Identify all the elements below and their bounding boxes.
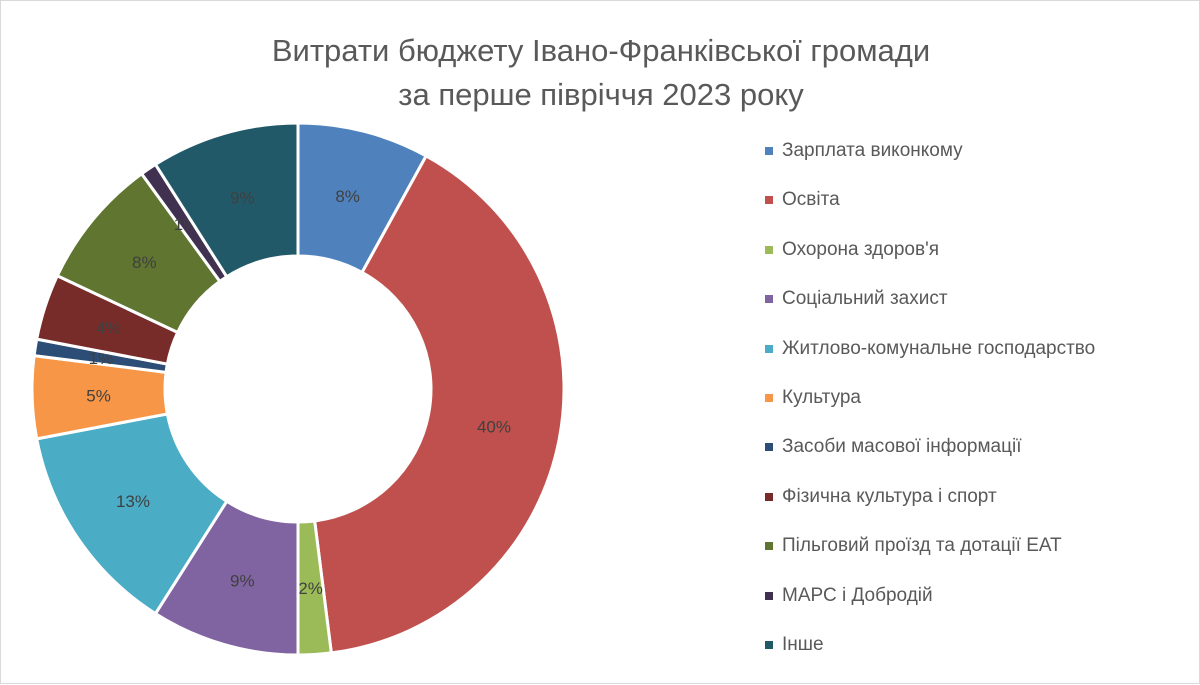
legend-label: Соціальний захист	[782, 288, 948, 310]
slice-data-label: 40%	[477, 417, 511, 436]
slice-data-label: 9%	[230, 188, 255, 207]
legend-item: Освіта	[765, 182, 840, 218]
legend-label: МАРС і Добродій	[782, 584, 933, 606]
legend-item: Засоби масової інформації	[765, 429, 1022, 465]
legend-swatch	[765, 443, 773, 452]
legend-label: Житлово-комунальне господарство	[782, 337, 1096, 359]
slice-data-label: 8%	[335, 187, 360, 206]
legend-item: Зарплата виконкому	[765, 133, 963, 169]
legend-label: Засоби масової інформації	[782, 436, 1022, 458]
chart-title-line-2: за перше півріччя 2023 року	[398, 77, 804, 112]
legend-swatch	[765, 641, 773, 649]
legend-swatch	[765, 394, 773, 402]
legend-item: Фізична культура і спорт	[765, 479, 997, 515]
legend-label: Освіта	[782, 189, 840, 211]
legend-swatch	[765, 295, 773, 304]
legend-label: Охорона здоров'я	[782, 238, 939, 260]
legend-item: МАРС і Добродій	[765, 578, 933, 614]
legend-item: Охорона здоров'я	[765, 232, 939, 268]
legend-swatch	[765, 591, 773, 600]
legend-swatch	[765, 344, 773, 353]
donut-slice	[153, 121, 300, 279]
legend-label: Культура	[782, 387, 861, 408]
legend-item: Інше	[765, 627, 824, 663]
slice-data-label: 13%	[116, 492, 150, 511]
legend-item: Культура	[765, 380, 861, 416]
legend-swatch	[765, 492, 773, 501]
donut-slice	[312, 153, 566, 655]
slice-data-label: 9%	[230, 572, 255, 591]
slice-data-label: 4%	[96, 318, 121, 337]
chart-title: Витрати бюджету Івано-Франківської грома…	[1, 29, 1200, 117]
legend-label: Фізична культура і спорт	[782, 485, 997, 507]
legend-swatch	[765, 196, 773, 205]
legend-swatch	[765, 147, 773, 155]
legend-swatch	[765, 245, 773, 254]
slice-data-label: 8%	[132, 253, 157, 272]
legend-swatch	[765, 542, 773, 551]
legend-item: Соціальний захист	[765, 281, 948, 317]
legend-item: Пільговий проїзд та дотації ЕАТ	[765, 528, 1062, 564]
slice-data-label: 5%	[86, 386, 111, 405]
chart-title-line-1: Витрати бюджету Івано-Франківської грома…	[271, 33, 931, 68]
legend-label: Зарплата виконкому	[782, 140, 963, 161]
legend-label: Інше	[782, 634, 824, 655]
legend-item: Житлово-комунальне господарство	[765, 331, 1095, 367]
legend-label: Пільговий проїзд та дотації ЕАТ	[782, 535, 1062, 557]
slice-data-label: 2%	[298, 579, 323, 598]
